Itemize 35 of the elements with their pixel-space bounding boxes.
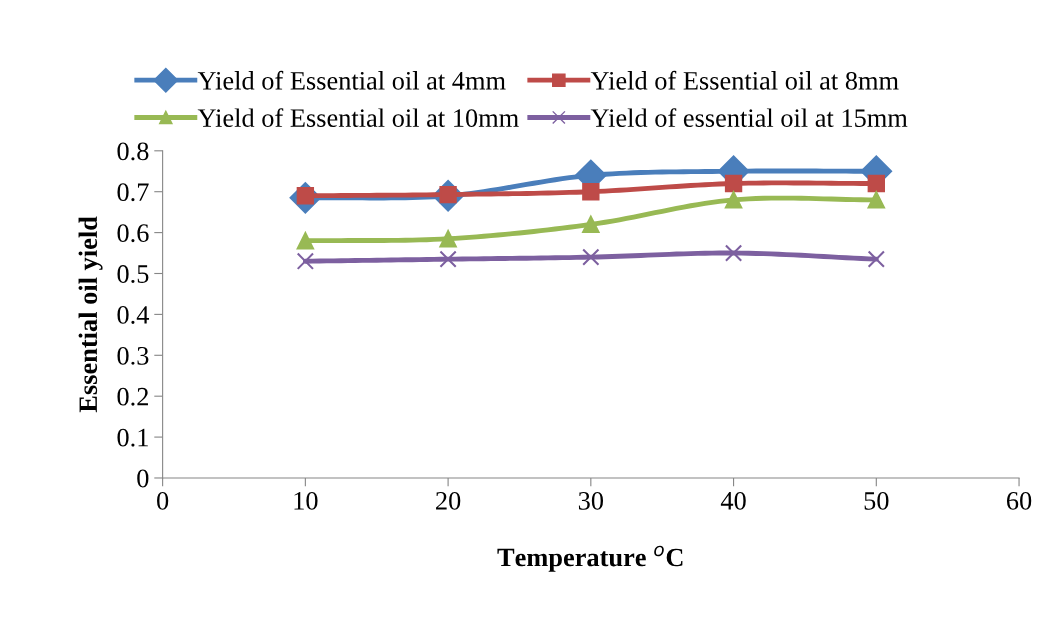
x-tick-label: 0 [157, 491, 169, 510]
y-tick-label: 0 [137, 469, 149, 488]
y-axis-title: Essential oil yield [78, 216, 103, 413]
legend-label: Yield of Essential oil at 4mm [197, 70, 506, 90]
point [724, 244, 743, 262]
point [296, 232, 315, 250]
y-tick-label: 0.8 [117, 142, 149, 161]
point [439, 250, 457, 268]
x-tick-label: 40 [720, 491, 746, 510]
point [439, 230, 457, 248]
point [582, 183, 600, 201]
legend-label: Yield of Essential oil at 10mm [197, 108, 519, 127]
legend-label: Yield of Essential oil at 8mm [590, 70, 899, 90]
x-tick-label: 60 [1006, 491, 1032, 510]
point [296, 252, 315, 270]
y-tick-label: 0.6 [117, 224, 149, 243]
point [867, 250, 885, 268]
y-tick-label: 0.2 [117, 387, 148, 406]
y-tick-label: 0.4 [117, 306, 150, 324]
y-tick-label: 0.7 [117, 183, 149, 202]
x-axis-title: Temperature $^{o}$C [497, 545, 683, 572]
point [867, 191, 885, 209]
x-tick-label: 50 [864, 491, 889, 510]
y-tick-label: 0.1 [117, 428, 148, 447]
point [582, 215, 600, 234]
x-tick-label: 30 [578, 491, 604, 510]
point [724, 191, 743, 209]
legend-label: Yield of essential oil at 15mm [590, 108, 908, 127]
x-tick-label: 10 [294, 491, 318, 510]
point [724, 174, 743, 193]
x-tick-label: 20 [436, 491, 461, 510]
point [867, 174, 885, 193]
point [582, 248, 600, 266]
y-tick-label: 0.5 [117, 265, 149, 284]
y-tick-label: 0.3 [117, 346, 149, 365]
